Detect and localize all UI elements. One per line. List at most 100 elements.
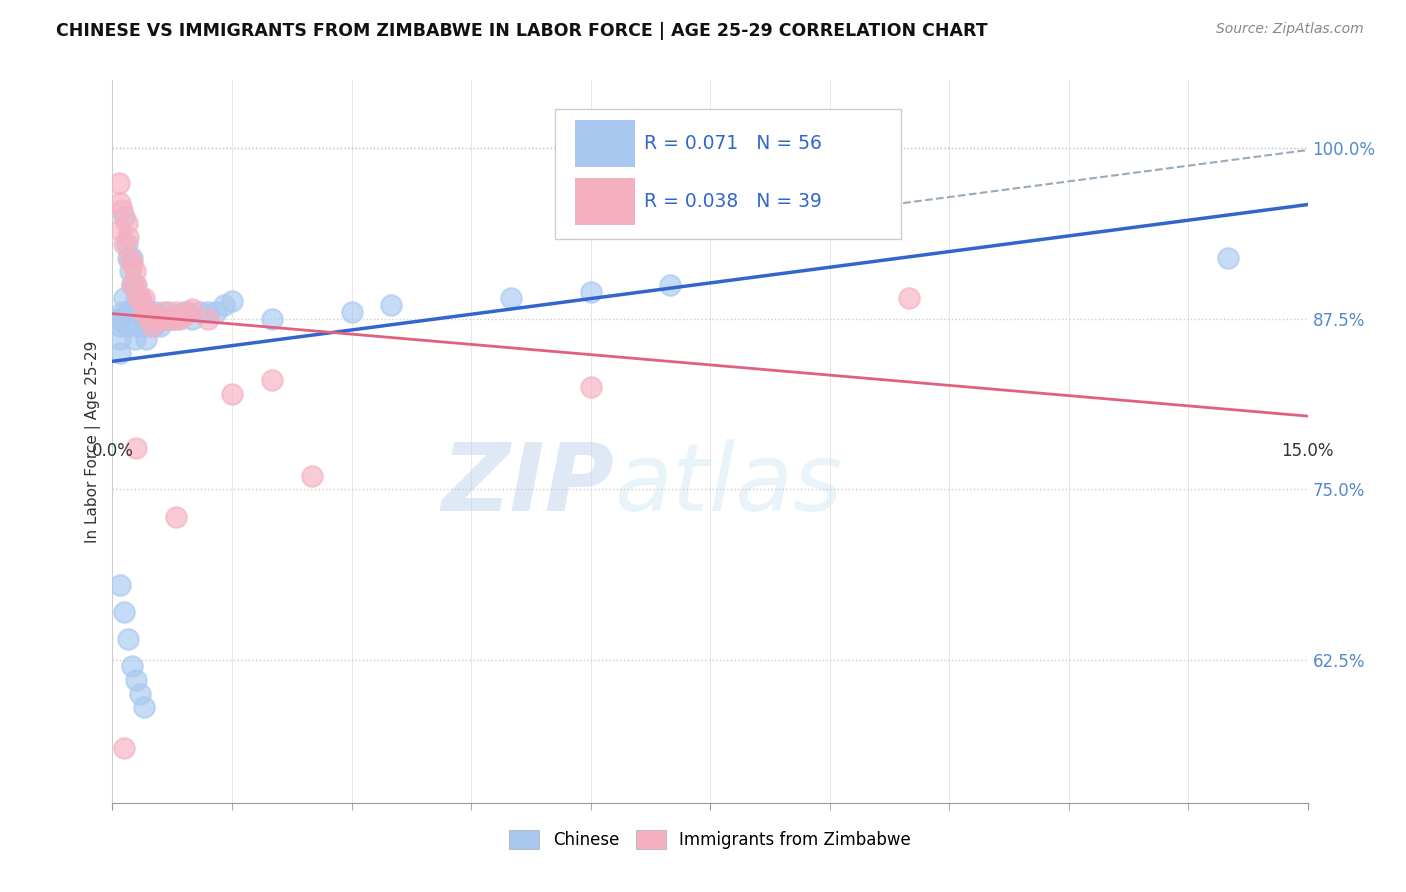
Point: [134, 292, 156, 306]
Point: [111, 202, 134, 217]
Point: [659, 277, 682, 292]
Point: [139, 311, 162, 326]
Text: atlas: atlas: [614, 440, 842, 531]
Point: [121, 659, 143, 673]
Point: [127, 305, 149, 319]
Point: [181, 302, 204, 317]
Point: [132, 305, 155, 319]
Point: [134, 318, 156, 333]
Point: [173, 308, 195, 322]
Point: [212, 298, 235, 312]
Point: [117, 305, 139, 319]
Point: [110, 577, 132, 591]
Point: [118, 264, 141, 278]
Legend: Chinese, Immigrants from Zimbabwe: Chinese, Immigrants from Zimbabwe: [502, 823, 918, 856]
Point: [129, 292, 152, 306]
Point: [141, 311, 163, 326]
Point: [898, 292, 921, 306]
Text: R = 0.038   N = 39: R = 0.038 N = 39: [644, 192, 823, 211]
Point: [221, 294, 243, 309]
Point: [153, 311, 176, 326]
Point: [165, 305, 187, 319]
Point: [579, 285, 602, 299]
Point: [221, 387, 243, 401]
Text: ZIP: ZIP: [441, 439, 614, 531]
Point: [108, 311, 131, 326]
Point: [145, 311, 167, 326]
Point: [162, 311, 183, 326]
FancyBboxPatch shape: [575, 120, 634, 167]
Point: [579, 380, 602, 394]
Point: [134, 700, 156, 714]
Point: [181, 311, 204, 326]
Point: [117, 632, 139, 647]
Point: [165, 311, 187, 326]
Text: 15.0%: 15.0%: [1281, 442, 1334, 459]
Point: [138, 305, 160, 319]
Point: [149, 318, 172, 333]
Point: [173, 305, 195, 319]
Text: 0.0%: 0.0%: [91, 442, 134, 459]
Point: [169, 311, 191, 326]
FancyBboxPatch shape: [575, 178, 634, 225]
Point: [153, 305, 176, 319]
Point: [177, 305, 200, 319]
Point: [115, 318, 138, 333]
Point: [124, 264, 146, 278]
Point: [340, 305, 363, 319]
Point: [135, 305, 157, 319]
Point: [129, 292, 152, 306]
Point: [125, 318, 148, 333]
Point: [124, 332, 146, 346]
Point: [132, 298, 155, 312]
Text: CHINESE VS IMMIGRANTS FROM ZIMBABWE IN LABOR FORCE | AGE 25-29 CORRELATION CHART: CHINESE VS IMMIGRANTS FROM ZIMBABWE IN L…: [56, 22, 988, 40]
Point: [108, 311, 131, 326]
Point: [188, 305, 211, 319]
FancyBboxPatch shape: [554, 109, 901, 239]
Point: [111, 305, 134, 319]
Point: [125, 292, 148, 306]
Point: [197, 305, 219, 319]
Point: [142, 318, 165, 333]
Point: [125, 277, 148, 292]
Point: [110, 196, 132, 211]
Point: [114, 741, 135, 756]
Point: [380, 298, 402, 312]
Text: Source: ZipAtlas.com: Source: ZipAtlas.com: [1216, 22, 1364, 37]
Point: [110, 223, 132, 237]
Point: [127, 292, 149, 306]
Point: [117, 251, 139, 265]
Point: [165, 509, 187, 524]
Text: R = 0.071   N = 56: R = 0.071 N = 56: [644, 135, 823, 153]
Point: [110, 332, 132, 346]
Point: [110, 318, 132, 333]
Point: [141, 318, 163, 333]
Point: [114, 292, 135, 306]
Point: [108, 176, 131, 190]
Point: [145, 305, 167, 319]
Point: [121, 251, 143, 265]
Point: [118, 251, 141, 265]
Point: [205, 305, 228, 319]
Point: [162, 311, 183, 326]
Point: [260, 311, 283, 326]
Point: [124, 277, 146, 292]
Point: [117, 230, 139, 244]
Point: [125, 673, 148, 687]
Point: [114, 236, 135, 251]
Point: [301, 468, 323, 483]
Point: [149, 311, 172, 326]
Point: [134, 311, 156, 326]
Point: [129, 687, 152, 701]
Point: [121, 277, 143, 292]
Point: [115, 216, 138, 230]
Point: [132, 305, 155, 319]
Point: [135, 332, 157, 346]
Point: [157, 305, 180, 319]
Point: [138, 305, 160, 319]
Point: [197, 311, 219, 326]
Point: [1216, 251, 1239, 265]
Point: [260, 373, 283, 387]
Point: [114, 210, 135, 224]
Point: [121, 257, 143, 271]
